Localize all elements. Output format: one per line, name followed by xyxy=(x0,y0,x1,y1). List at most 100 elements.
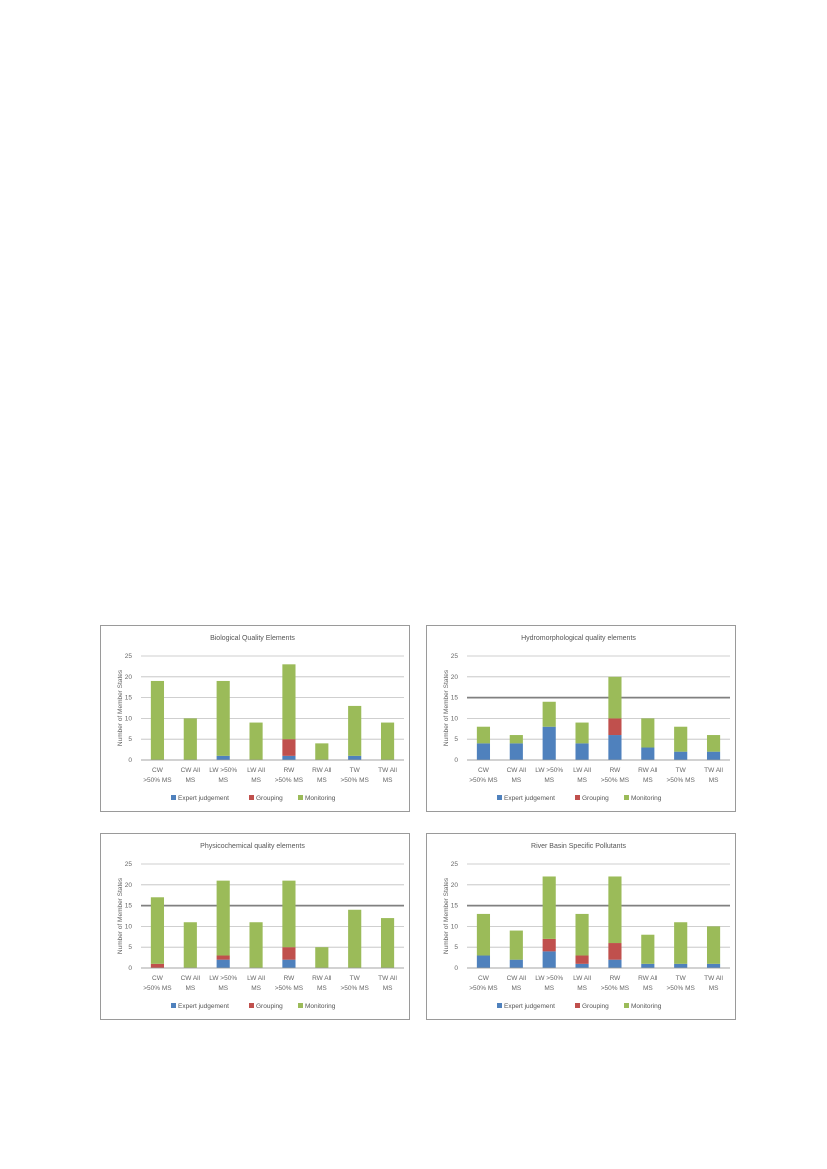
x-tick-label: MS xyxy=(185,777,195,784)
bar-segment xyxy=(348,755,362,760)
x-tick-label: MS xyxy=(643,777,653,784)
x-tick-label: RW xyxy=(284,767,296,774)
x-tick-label: >50% MS xyxy=(667,777,696,784)
bar-segment xyxy=(542,701,556,727)
x-tick-label: TW All xyxy=(704,767,723,774)
x-tick-label: RW All xyxy=(638,975,658,982)
bar-segment xyxy=(282,959,296,968)
x-tick-label: >50% MS xyxy=(601,985,630,992)
legend-label: Expert judgement xyxy=(504,1003,555,1010)
legend-label: Monitoring xyxy=(305,795,336,802)
legend-label: Monitoring xyxy=(631,795,662,802)
bar-segment xyxy=(249,722,263,760)
chart-title: Physicochemical quality elements xyxy=(200,843,305,850)
legend-swatch xyxy=(298,1003,303,1008)
x-tick-label: CW xyxy=(152,767,164,774)
x-tick-label: MS xyxy=(383,985,393,992)
bar-segment xyxy=(575,955,589,964)
x-tick-label: MS xyxy=(544,777,554,784)
bar-segment xyxy=(476,743,491,760)
x-tick-label: MS xyxy=(251,985,261,992)
x-tick-label: MS xyxy=(218,985,228,992)
x-tick-label: MS xyxy=(577,985,587,992)
bar-segment xyxy=(674,963,688,968)
bar-segment xyxy=(674,922,688,964)
chart-panel-physicochemical: Physicochemical quality elements 0 5 10 15 20… xyxy=(100,833,410,1020)
bar-segment xyxy=(706,963,721,968)
legend-swatch xyxy=(624,795,629,800)
x-tick-label: LW All xyxy=(573,767,591,774)
y-axis-label: Number of Member States xyxy=(443,669,450,746)
y-tick-label: 0 xyxy=(454,757,458,764)
bar-segment xyxy=(608,735,622,760)
bar-segment xyxy=(608,959,622,968)
bar-segment xyxy=(282,755,296,760)
legend-label: Grouping xyxy=(582,1003,609,1010)
x-tick-label: CW xyxy=(152,975,164,982)
x-tick-label: TW All xyxy=(704,975,723,982)
x-tick-label: CW xyxy=(478,975,490,982)
chart-panel-biological: Biological Quality Elements 0 5 10 15 20 25 Num… xyxy=(100,625,410,812)
chart-svg: Biological Quality Elements 0 5 10 15 20 25 Num… xyxy=(117,635,404,802)
bar-segment xyxy=(216,955,230,960)
chart-svg: River Basin Specific Pollutants 0 5 10 15 20 2… xyxy=(443,843,730,1010)
y-axis-label: Number of Member States xyxy=(443,877,450,954)
chart-title: Biological Quality Elements xyxy=(210,635,295,642)
chart-title: Hydromorphological quality elements xyxy=(521,635,636,642)
bar-segment xyxy=(542,876,556,939)
bar-segment xyxy=(150,897,165,964)
y-tick-label: 20 xyxy=(125,882,133,889)
x-tick-label: >50% MS xyxy=(601,777,630,784)
bar-segment xyxy=(476,913,491,956)
bar-segment xyxy=(542,938,556,952)
legend-label: Grouping xyxy=(256,795,283,802)
x-tick-label: LW All xyxy=(247,975,265,982)
y-tick-label: 20 xyxy=(451,674,459,681)
bar-segment xyxy=(216,680,230,756)
bar-segment xyxy=(315,947,329,968)
bar-segment xyxy=(509,959,523,968)
chart-panel-river-basin: River Basin Specific Pollutants 0 5 10 15 20 2… xyxy=(426,833,736,1020)
x-tick-label: >50% MS xyxy=(143,777,172,784)
y-tick-label: 15 xyxy=(451,695,459,702)
x-tick-label: MS xyxy=(709,985,719,992)
bar-segment xyxy=(183,718,197,760)
x-tick-label: >50% MS xyxy=(341,985,370,992)
x-tick-label: RW All xyxy=(312,767,332,774)
y-tick-label: 25 xyxy=(451,653,459,660)
bar-segment xyxy=(641,963,655,968)
x-tick-label: >50% MS xyxy=(667,985,696,992)
x-tick-label: RW xyxy=(284,975,296,982)
y-tick-label: 15 xyxy=(125,695,133,702)
x-tick-label: >50% MS xyxy=(341,777,370,784)
legend-swatch xyxy=(497,795,502,800)
x-tick-label: CW All xyxy=(507,767,527,774)
x-tick-label: >50% MS xyxy=(469,985,498,992)
x-tick-label: RW xyxy=(610,767,622,774)
legend-label: Expert judgement xyxy=(504,795,555,802)
y-tick-label: 15 xyxy=(451,903,459,910)
bar-segment xyxy=(608,676,622,719)
bar-segment xyxy=(315,743,329,760)
x-tick-label: MS xyxy=(511,985,521,992)
legend-label: Expert judgement xyxy=(178,795,229,802)
bar-segment xyxy=(674,751,688,760)
y-tick-label: 0 xyxy=(128,757,132,764)
x-tick-label: >50% MS xyxy=(469,777,498,784)
bar-segment xyxy=(575,722,589,744)
y-tick-label: 10 xyxy=(125,923,133,930)
bar-segment xyxy=(608,943,622,960)
x-tick-label: >50% MS xyxy=(143,985,172,992)
x-tick-label: MS xyxy=(544,985,554,992)
x-tick-label: LW >50% xyxy=(535,975,563,982)
y-tick-label: 15 xyxy=(125,903,133,910)
bar-segment xyxy=(706,751,721,760)
x-tick-label: CW All xyxy=(507,975,527,982)
chart-svg: Hydromorphological quality elements 0 5 10 1… xyxy=(443,635,730,802)
x-tick-label: TW All xyxy=(378,975,397,982)
bar-segment xyxy=(150,680,165,760)
x-tick-label: MS xyxy=(185,985,195,992)
y-tick-label: 25 xyxy=(125,861,133,868)
legend-swatch xyxy=(497,1003,502,1008)
x-tick-label: TW All xyxy=(378,767,397,774)
